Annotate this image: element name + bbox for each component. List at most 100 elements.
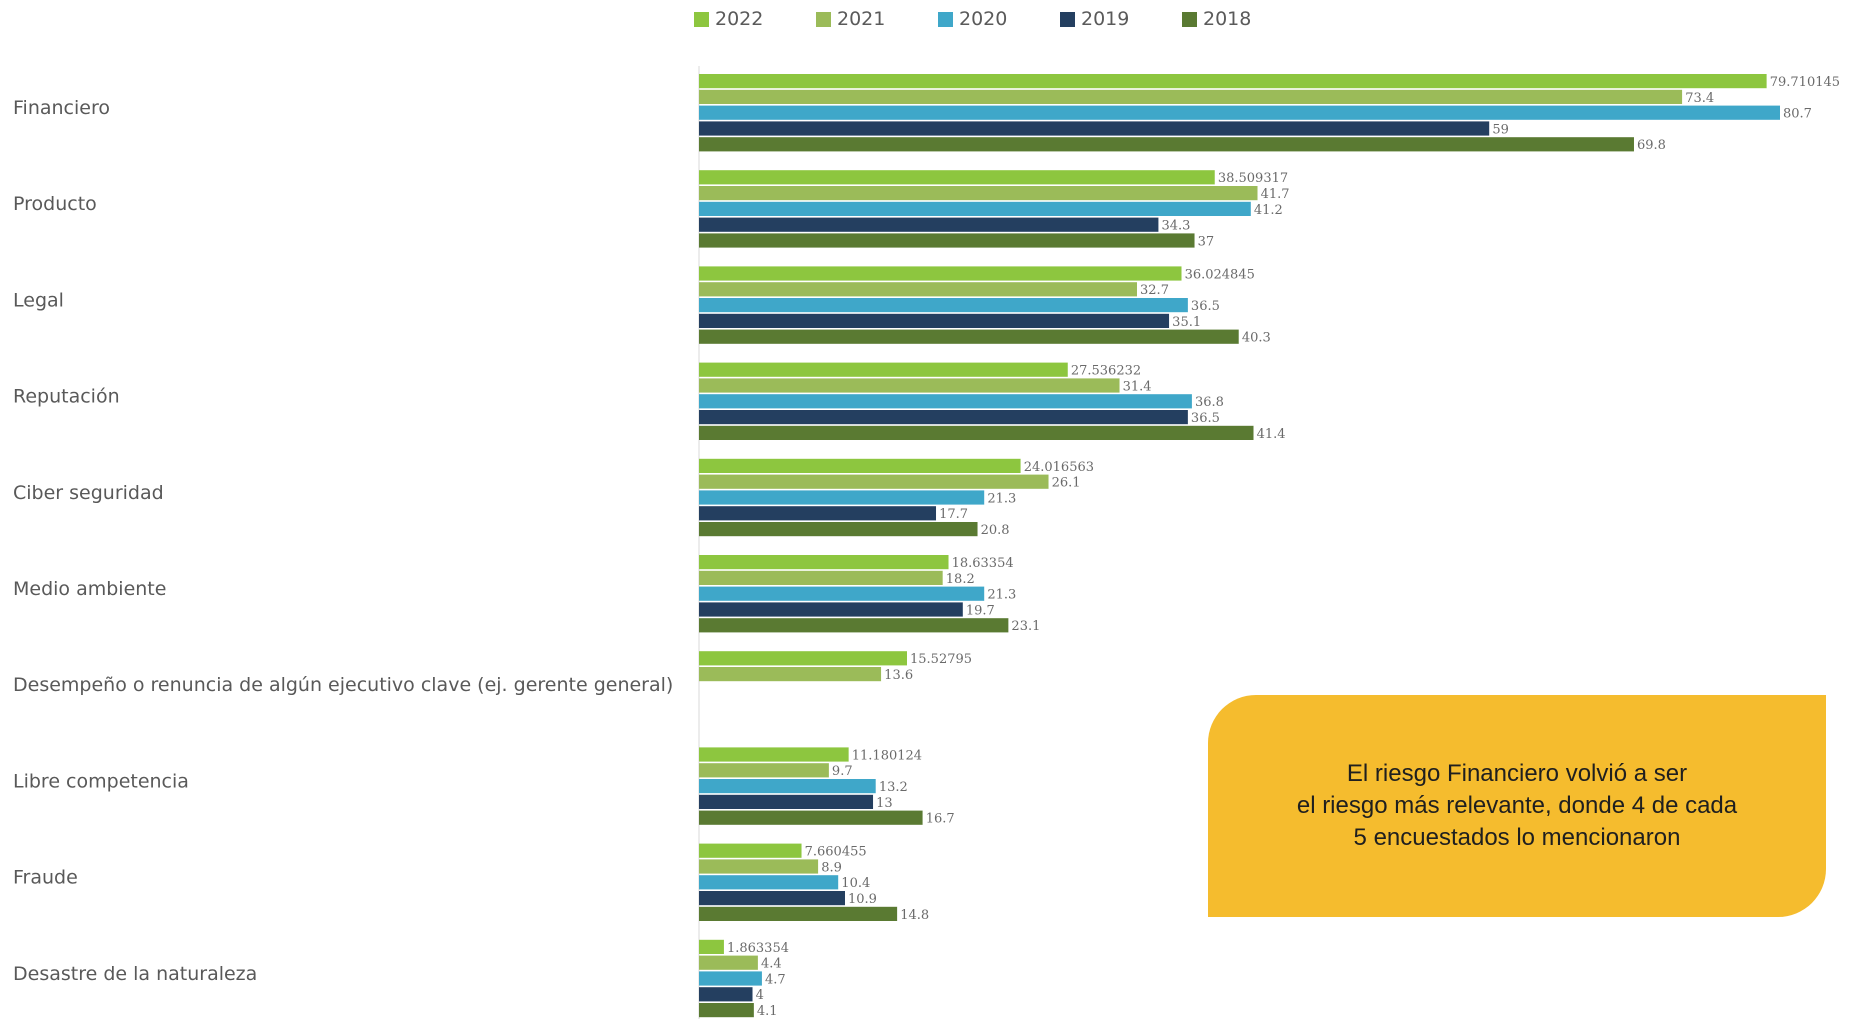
data-label: 21.3 [987, 588, 1016, 603]
legend-label: 2018 [1203, 8, 1252, 30]
data-labels: 79.710145 73.4 80.7 59 69.8 38.50931741.741.2… [723, 74, 1842, 1019]
data-label: 18.2 [946, 572, 975, 587]
data-label: 34.3 [1161, 219, 1190, 234]
legend-item-2020: 2020 [938, 8, 1060, 30]
bar-2019 [699, 121, 1490, 136]
data-label: 10.9 [848, 892, 877, 907]
data-label-background [936, 506, 973, 521]
data-label: 20.8 [981, 523, 1010, 538]
data-label: 32.7 [1140, 283, 1169, 298]
data-label: 36.024845 [1185, 267, 1255, 282]
legend-swatch [816, 11, 831, 27]
data-label: 23.1 [1011, 619, 1040, 634]
bar-2019 [699, 313, 1170, 328]
data-label-background [761, 971, 791, 986]
bar-2021 [699, 282, 1138, 297]
bar-2019 [699, 506, 937, 521]
data-label-background [1194, 233, 1216, 248]
bar-2020 [699, 298, 1188, 313]
bar-2018 [699, 137, 1634, 152]
data-label: 8.9 [821, 860, 842, 875]
bar-2022 [699, 651, 908, 666]
legend-swatch [1182, 11, 1197, 27]
category-label: Libre competencia [13, 770, 189, 792]
data-label: 7.660455 [805, 845, 867, 860]
data-label-background [1187, 298, 1225, 313]
bar-2019 [699, 410, 1188, 425]
data-label: 1.863354 [727, 941, 789, 956]
data-label-background [818, 859, 848, 874]
data-label: 35.1 [1172, 315, 1201, 330]
data-label-background [752, 987, 767, 1002]
data-label-background [1489, 121, 1511, 136]
data-label-background [828, 763, 858, 778]
bar-2021 [699, 859, 819, 874]
data-label: 24.016563 [1024, 460, 1094, 475]
data-label-background [848, 747, 924, 762]
bar-2020 [699, 201, 1251, 216]
category-label: Ciber seguridad [13, 482, 164, 504]
data-label-background [977, 522, 1015, 537]
bar-2019 [699, 217, 1159, 232]
chart-legend: 2022 2021 2020 2019 2018 [694, 8, 1304, 30]
data-label: 14.8 [900, 908, 929, 923]
data-label-background [753, 1003, 783, 1018]
data-label: 79.710145 [1770, 75, 1840, 90]
data-label-background [1137, 282, 1174, 297]
data-label-background [1253, 425, 1290, 440]
category-label: Legal [13, 289, 64, 311]
bar-2019 [699, 987, 753, 1002]
bar-2021 [699, 667, 882, 682]
data-label: 36.5 [1191, 411, 1220, 426]
bar-2021 [699, 186, 1258, 201]
data-label: 17.7 [939, 507, 968, 522]
data-label-background [1158, 217, 1195, 232]
legend-swatch [938, 11, 953, 27]
bar-2018 [699, 1003, 754, 1018]
data-label: 26.1 [1052, 476, 1081, 491]
bar-2018 [699, 906, 898, 921]
bar-2018 [699, 329, 1239, 344]
bar-2018 [699, 233, 1195, 248]
bar-2021 [699, 378, 1120, 393]
bar-2019 [699, 794, 874, 809]
data-label-background [1257, 186, 1294, 201]
data-label-background [1191, 394, 1229, 409]
legend-label: 2019 [1081, 8, 1130, 30]
callout-box: El riesgo Financiero volvió a ser el rie… [1208, 695, 1826, 917]
callout-line: 5 encuestados lo mencionaron [1353, 824, 1681, 851]
data-label-background [873, 794, 895, 809]
category-label: Reputación [13, 386, 120, 408]
data-label: 10.4 [841, 876, 870, 891]
bar-2022 [699, 362, 1068, 377]
bar-2018 [699, 618, 1009, 633]
data-label: 21.3 [987, 491, 1016, 506]
bar-2021 [699, 763, 829, 778]
bar-2020 [699, 490, 985, 505]
legend-label: 2022 [715, 8, 764, 30]
data-label: 13 [876, 796, 893, 811]
data-label: 13.2 [879, 780, 908, 795]
bar-2022 [699, 843, 802, 858]
data-label-background [1633, 137, 1671, 152]
bar-2022 [699, 74, 1767, 89]
legend-item-2018: 2018 [1182, 8, 1304, 30]
data-label-background [838, 875, 875, 890]
data-label: 15.52795 [910, 652, 972, 667]
bar-2022 [699, 170, 1215, 185]
data-label-background [1238, 329, 1276, 344]
data-label: 4.4 [761, 957, 782, 972]
data-label: 80.7 [1783, 107, 1812, 122]
data-label: 37 [1198, 234, 1215, 249]
data-label-background [1214, 170, 1290, 185]
data-label: 38.509317 [1218, 171, 1288, 186]
data-label-background [897, 906, 934, 921]
category-labels: Financiero Producto Legal Reputación Ciber s… [13, 97, 673, 985]
bar-2022 [699, 458, 1021, 473]
data-label: 69.8 [1637, 138, 1666, 153]
bar-2020 [699, 971, 762, 986]
bar-2018 [699, 522, 978, 537]
bar-2021 [699, 474, 1049, 489]
legend-label: 2021 [837, 8, 886, 30]
